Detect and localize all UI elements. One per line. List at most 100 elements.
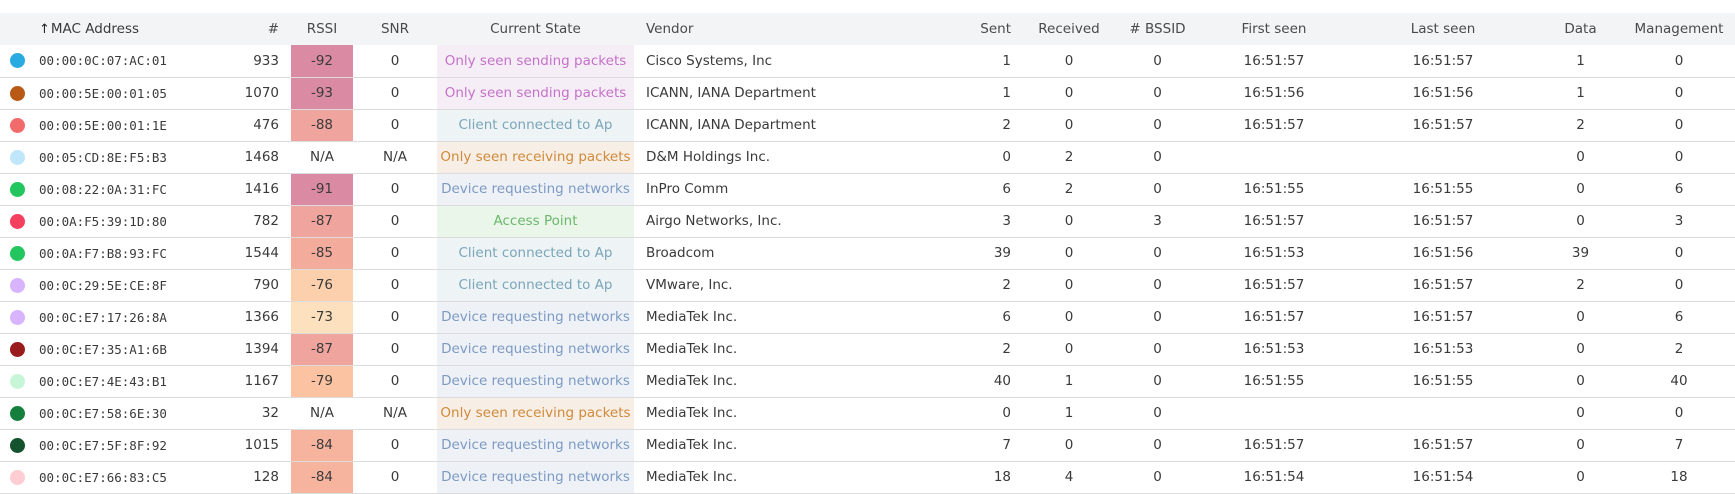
mac-address: 00:0C:E7:4E:43:B1 [35, 365, 215, 398]
mac-address: 00:0C:E7:17:26:8A [35, 301, 215, 334]
current-state: Access Point [437, 205, 634, 238]
table-row[interactable]: 00:00:5E:00:01:1E 476 -88 0 Client connected… [0, 109, 1735, 142]
received-count: 1 [1023, 365, 1115, 398]
packet-number: 1366 [215, 301, 291, 334]
last-seen: 16:51:55 [1348, 365, 1538, 398]
device-color-cell [0, 397, 35, 430]
last-seen: 16:51:57 [1348, 301, 1538, 334]
table-row[interactable]: 00:0C:E7:5F:8F:92 1015 -84 0 Device requesti… [0, 429, 1735, 462]
packet-number: 32 [215, 397, 291, 430]
header-data[interactable]: Data [1564, 21, 1597, 37]
snr-value: 0 [353, 77, 437, 110]
header-snr[interactable]: SNR [380, 21, 410, 37]
management-count: 0 [1623, 77, 1735, 110]
rssi-value: -84 [291, 461, 353, 494]
table-row[interactable]: 00:0C:E7:4E:43:B1 1167 -79 0 Device requesti… [0, 365, 1735, 398]
table-row[interactable]: 00:0A:F7:B8:93:FC 1544 -85 0 Client connecte… [0, 237, 1735, 270]
table-row[interactable]: 00:08:22:0A:31:FC 1416 -91 0 Device requesti… [0, 173, 1735, 206]
mac-address: 00:00:5E:00:01:1E [35, 109, 215, 142]
header-management[interactable]: Management [1634, 21, 1724, 37]
rssi-value: N/A [291, 141, 353, 174]
first-seen: 16:51:55 [1200, 365, 1348, 398]
packet-number: 1468 [215, 141, 291, 174]
mac-address: 00:0C:E7:58:6E:30 [35, 397, 215, 430]
header-rssi[interactable]: RSSI [306, 21, 338, 37]
management-count: 0 [1623, 397, 1735, 430]
bssid-count: 0 [1115, 301, 1200, 334]
table-row[interactable]: 00:0C:29:5E:CE:8F 790 -76 0 Client connected… [0, 269, 1735, 302]
device-color-dot-icon [10, 373, 25, 389]
table-row[interactable]: 00:0C:E7:58:6E:30 32 N/A N/A Only seen recei… [0, 397, 1735, 430]
snr-value: 0 [353, 205, 437, 238]
device-color-dot-icon [10, 85, 25, 101]
header-mac-address[interactable]: ↑MAC Address [39, 21, 140, 37]
device-color-cell [0, 77, 35, 110]
mac-address: 00:0C:E7:66:83:C5 [35, 461, 215, 494]
snr-value: 0 [353, 45, 437, 78]
received-count: 2 [1023, 173, 1115, 206]
table-row[interactable]: 00:05:CD:8E:F5:B3 1468 N/A N/A Only seen rec… [0, 141, 1735, 174]
vendor: Airgo Networks, Inc. [634, 205, 863, 238]
header-received[interactable]: Received [1038, 21, 1100, 37]
table-row[interactable]: 00:00:0C:07:AC:01 933 -92 0 Only seen sendin… [0, 45, 1735, 78]
received-count: 0 [1023, 429, 1115, 462]
rssi-value: -91 [291, 173, 353, 206]
bssid-count: 3 [1115, 205, 1200, 238]
vendor: Broadcom [634, 237, 863, 270]
snr-value: 0 [353, 109, 437, 142]
bssid-count: 0 [1115, 333, 1200, 366]
first-seen: 16:51:56 [1200, 77, 1348, 110]
last-seen [1348, 141, 1538, 174]
table-row[interactable]: 00:0C:E7:35:A1:6B 1394 -87 0 Device requesti… [0, 333, 1735, 366]
mac-address: 00:0A:F7:B8:93:FC [35, 237, 215, 270]
vendor: VMware, Inc. [634, 269, 863, 302]
data-count: 0 [1538, 173, 1623, 206]
table-row[interactable]: 00:0C:E7:17:26:8A 1366 -73 0 Device requesti… [0, 301, 1735, 334]
data-count: 0 [1538, 461, 1623, 494]
table-row[interactable]: 00:0C:E7:66:83:C5 128 -84 0 Device requestin… [0, 461, 1735, 494]
management-count: 0 [1623, 269, 1735, 302]
bssid-count: 0 [1115, 141, 1200, 174]
sent-count: 2 [863, 333, 1023, 366]
top-spacer [0, 0, 1735, 13]
received-count: 4 [1023, 461, 1115, 494]
device-color-cell [0, 365, 35, 398]
packet-number: 933 [215, 45, 291, 78]
packet-number: 1544 [215, 237, 291, 270]
sent-count: 39 [863, 237, 1023, 270]
management-count: 7 [1623, 429, 1735, 462]
received-count: 0 [1023, 237, 1115, 270]
rssi-value: -92 [291, 45, 353, 78]
header-first-seen[interactable]: First seen [1241, 21, 1307, 37]
packet-number: 128 [215, 461, 291, 494]
table-row[interactable]: 00:00:5E:00:01:05 1070 -93 0 Only seen sendi… [0, 77, 1735, 110]
received-count: 1 [1023, 397, 1115, 430]
snr-value: 0 [353, 237, 437, 270]
sent-count: 7 [863, 429, 1023, 462]
header-vendor[interactable]: Vendor [646, 21, 694, 37]
data-count: 1 [1538, 77, 1623, 110]
data-count: 0 [1538, 141, 1623, 174]
bssid-count: 0 [1115, 269, 1200, 302]
rssi-value: -73 [291, 301, 353, 334]
snr-value: 0 [353, 461, 437, 494]
rssi-value: -93 [291, 77, 353, 110]
sent-count: 18 [863, 461, 1023, 494]
sent-count: 1 [863, 77, 1023, 110]
last-seen: 16:51:57 [1348, 109, 1538, 142]
device-color-cell [0, 301, 35, 334]
current-state: Only seen receiving packets [437, 397, 634, 430]
last-seen: 16:51:57 [1348, 269, 1538, 302]
vendor: InPro Comm [634, 173, 863, 206]
header-sent[interactable]: Sent [980, 21, 1011, 37]
header-last-seen[interactable]: Last seen [1410, 21, 1476, 37]
header-current-state[interactable]: Current State [490, 21, 581, 37]
table-row[interactable]: 00:0A:F5:39:1D:80 782 -87 0 Access Point Airg… [0, 205, 1735, 238]
management-count: 2 [1623, 333, 1735, 366]
packet-number: 1015 [215, 429, 291, 462]
current-state: Client connected to Ap [437, 269, 634, 302]
header-number[interactable]: # [267, 21, 279, 37]
sent-count: 3 [863, 205, 1023, 238]
bssid-count: 0 [1115, 45, 1200, 78]
header-bssid[interactable]: # BSSID [1129, 21, 1186, 37]
